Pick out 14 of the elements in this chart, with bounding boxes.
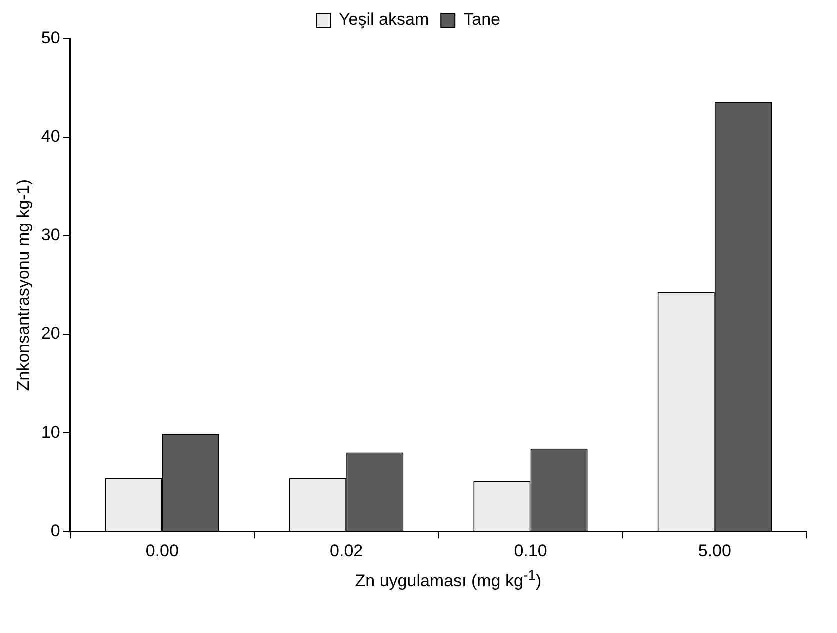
- y-tick-label: 10: [41, 422, 60, 442]
- y-tick-label: 0: [50, 521, 60, 540]
- x-tick-label: 0.02: [330, 541, 364, 560]
- y-tick-label: 40: [41, 127, 60, 146]
- y-tick-label: 50: [41, 28, 60, 48]
- y-tick-label: 20: [41, 324, 60, 344]
- x-axis-title: Zn uygulaması (mg kg$^{-1}$): [354, 568, 543, 592]
- x-tick-label: 0.10: [514, 541, 548, 560]
- y-axis-title: Znkonsantrasyonu mg kg-1): [14, 179, 33, 392]
- legend-label: Tane: [464, 10, 500, 30]
- x-tick-label: 5.00: [698, 541, 732, 560]
- y-tick-label: 30: [41, 226, 60, 245]
- x-tick-label: 0.00: [146, 541, 179, 560]
- legend-label: Yeşil aksam: [339, 10, 430, 30]
